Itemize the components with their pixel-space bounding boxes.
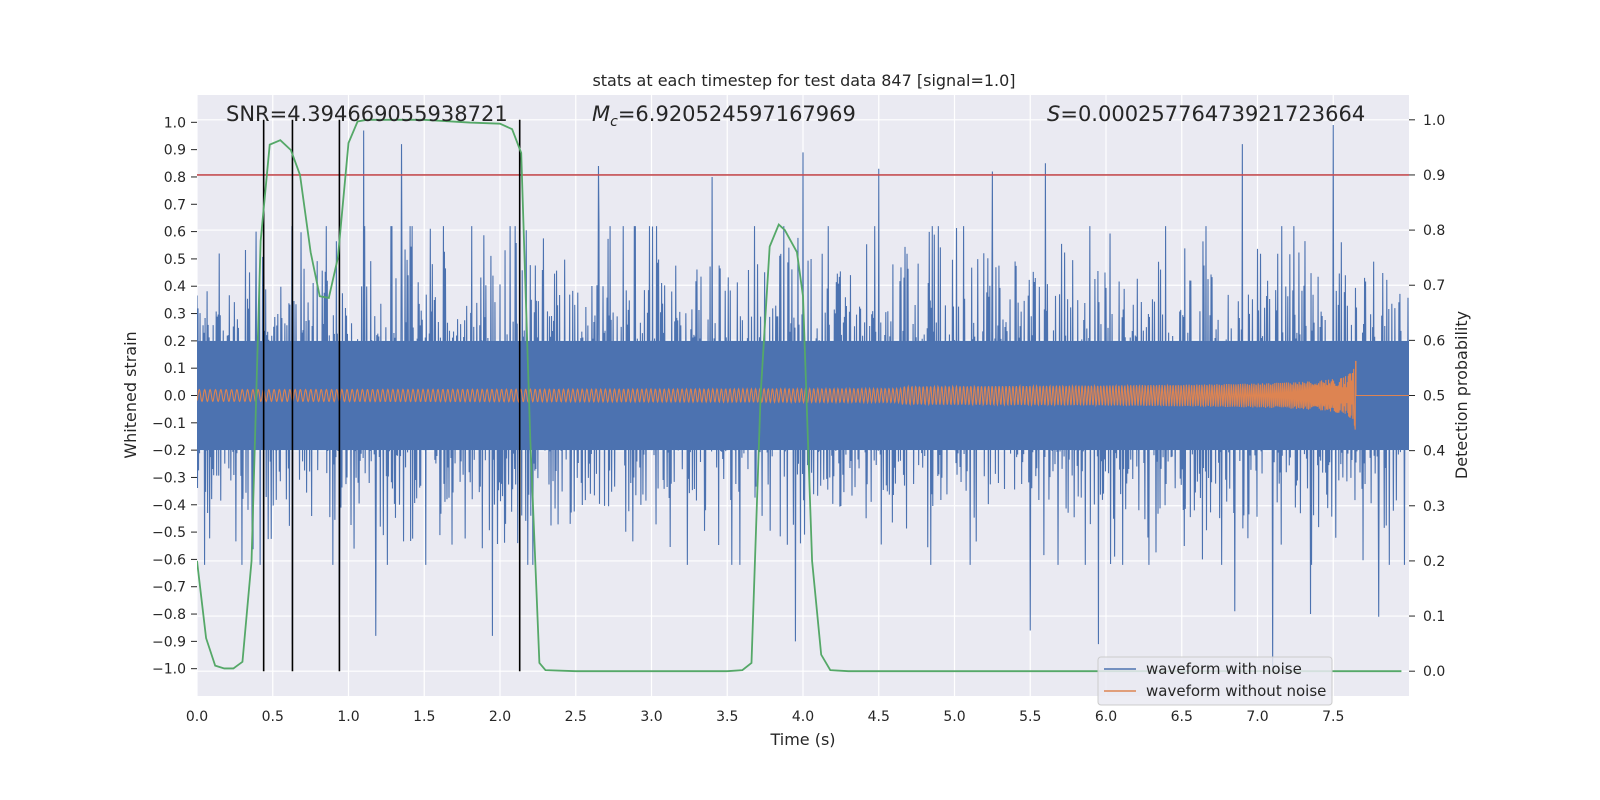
- x-tick-label-4: 2.0: [489, 709, 511, 725]
- chirp-mass-symbol: M: [592, 102, 610, 126]
- legend-box: [1097, 656, 1333, 706]
- y-tick-label-12: 0.2: [164, 334, 186, 350]
- x-tick-label-6: 3.0: [640, 709, 662, 725]
- y-tick-label-10: 0.0: [164, 389, 186, 405]
- series-detection-probability: [197, 118, 1402, 673]
- y-tick-label-17: 0.7: [164, 197, 186, 213]
- x-tick-label-5: 2.5: [565, 709, 587, 725]
- legend-label-with-noise: waveform with noise: [1146, 660, 1302, 678]
- chirp-mass-subscript: c: [610, 114, 618, 130]
- series-waveform-without-noise: [197, 360, 1409, 430]
- y-tick-label-3: −0.7: [152, 580, 186, 596]
- s-annotation: S=0.00025776473921723664: [1047, 102, 1365, 126]
- x-tick-label-15: 7.5: [1322, 709, 1344, 725]
- y-tick-label-20: 1.0: [164, 115, 186, 131]
- y2-tick-label-2: 0.2: [1423, 554, 1445, 570]
- y-tick-label-2: −0.8: [152, 607, 186, 623]
- y-axis-label: Whitened strain: [121, 331, 140, 458]
- y2-tick-label-10: 1.0: [1423, 113, 1445, 129]
- x-tick-label-2: 1.0: [337, 709, 359, 725]
- y2-tick-label-7: 0.7: [1423, 278, 1445, 294]
- y-tick-label-1: −0.9: [152, 634, 186, 650]
- y-tick-label-13: 0.3: [164, 307, 186, 323]
- x-tick-label-11: 5.5: [1019, 709, 1041, 725]
- y2-tick-label-9: 0.9: [1423, 168, 1445, 184]
- y2-tick-label-6: 0.6: [1423, 333, 1445, 349]
- y-tick-label-0: −1.0: [152, 662, 186, 678]
- x-tick-label-14: 7.0: [1246, 709, 1268, 725]
- x-tick-label-12: 6.0: [1095, 709, 1117, 725]
- y2-tick-label-5: 0.5: [1423, 389, 1445, 405]
- x-tick-label-1: 0.5: [262, 709, 284, 725]
- legend: waveform with noise waveform without noi…: [1097, 656, 1333, 706]
- y-tick-label-19: 0.9: [164, 143, 186, 159]
- s-value: =0.00025776473921723664: [1060, 102, 1365, 126]
- y2-tick-label-3: 0.3: [1423, 499, 1445, 515]
- y-tick-label-8: −0.2: [152, 443, 186, 459]
- y2-tick-label-8: 0.8: [1423, 223, 1445, 239]
- y-tick-label-9: −0.1: [152, 416, 186, 432]
- y-tick-label-7: −0.3: [152, 470, 186, 486]
- legend-label-without-noise: waveform without noise: [1146, 682, 1326, 700]
- x-axis-label: Time (s): [769, 730, 835, 749]
- chart-title: stats at each timestep for test data 847…: [592, 71, 1015, 90]
- x-tick-label-7: 3.5: [716, 709, 738, 725]
- y-tick-label-11: 0.1: [164, 361, 186, 377]
- snr-annotation: SNR=4.394669055938721: [226, 102, 508, 126]
- x-tick-label-0: 0.0: [186, 709, 208, 725]
- x-tick-label-9: 4.5: [868, 709, 890, 725]
- y-tick-label-14: 0.4: [164, 279, 186, 295]
- x-tick-label-3: 1.5: [413, 709, 435, 725]
- chirp-mass-annotation: Mc=6.920524597167969: [592, 102, 856, 130]
- chirp-mass-value: =6.920524597167969: [618, 102, 856, 126]
- y-tick-label-15: 0.5: [164, 252, 186, 268]
- y2-tick-label-4: 0.4: [1423, 444, 1445, 460]
- y-tick-label-16: 0.6: [164, 225, 186, 241]
- y-tick-label-6: −0.4: [152, 498, 186, 514]
- x-tick-label-13: 6.5: [1171, 709, 1193, 725]
- tick-labels: 0.0 0.5 1.0 1.5 2.0 2.5 3.0 3.5 4.0 4.5 5.0 5.5 6.0 6…: [152, 113, 1445, 725]
- x-tick-label-8: 4.0: [792, 709, 814, 725]
- y2-tick-label-0: 0.0: [1423, 664, 1445, 680]
- y2-axis-label: Detection probability: [1452, 311, 1471, 479]
- x-tick-label-10: 5.0: [943, 709, 965, 725]
- data-layer: [197, 118, 1409, 673]
- y2-tick-label-1: 0.1: [1423, 609, 1445, 625]
- s-symbol: S: [1047, 102, 1060, 126]
- y-tick-label-18: 0.8: [164, 170, 186, 186]
- y-tick-label-4: −0.6: [152, 552, 186, 568]
- y-tick-label-5: −0.5: [152, 525, 186, 541]
